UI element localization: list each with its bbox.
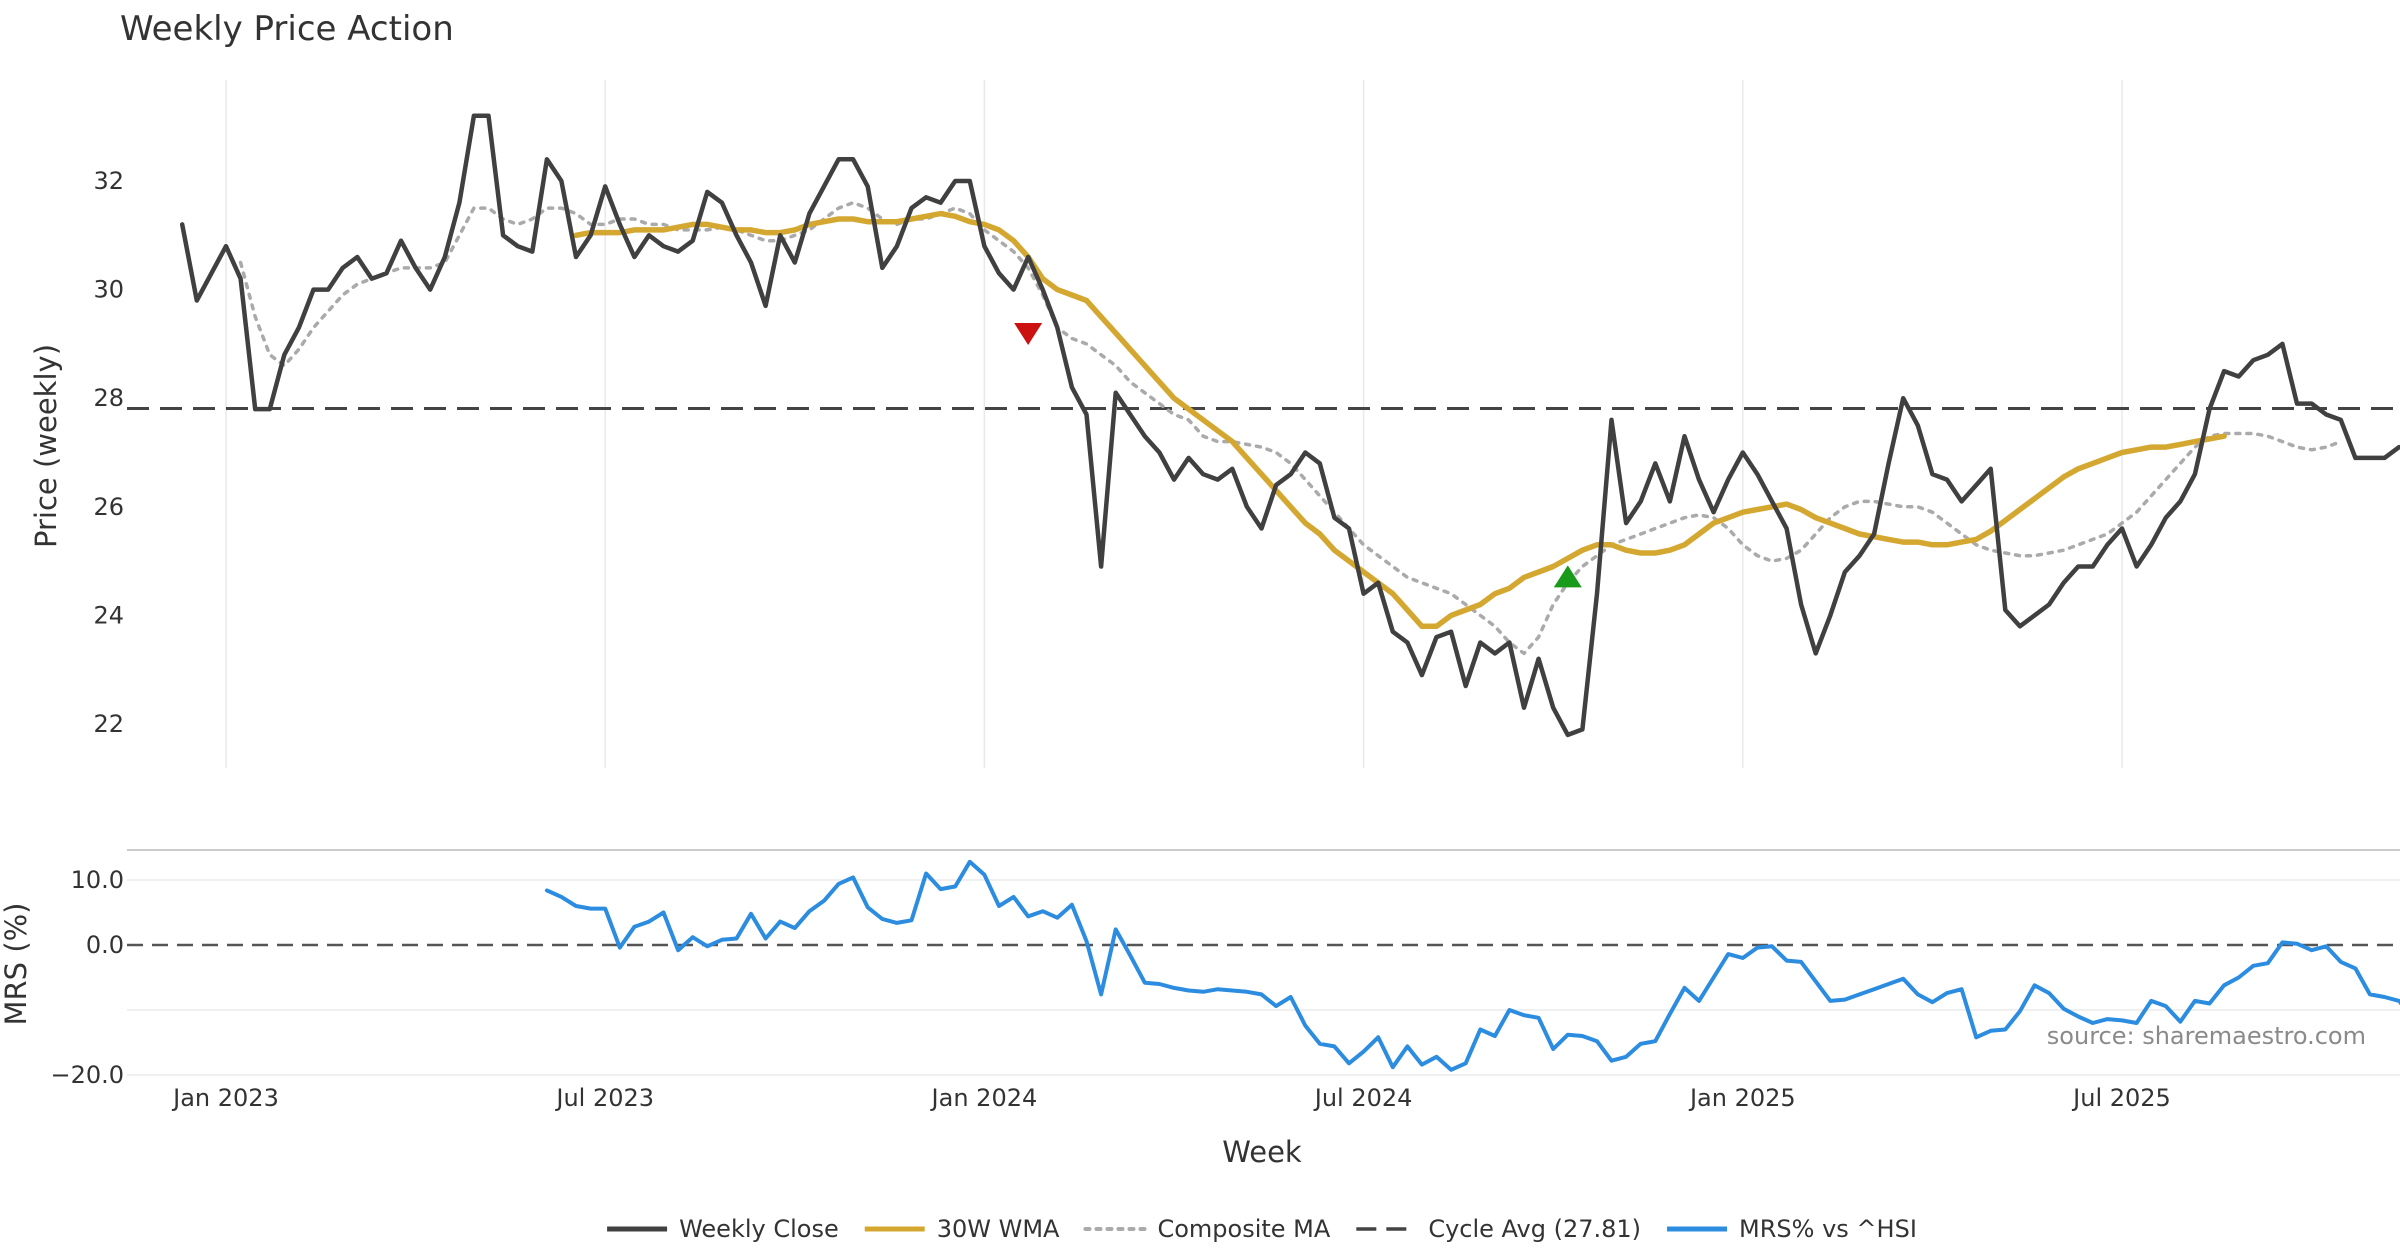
chart-title: Weekly Price Action — [120, 9, 454, 49]
buy-signal-marker — [1553, 565, 1582, 588]
price-y-tick-label: 32 — [93, 167, 124, 195]
sell-signal-marker — [1014, 323, 1043, 346]
mrs-line — [544, 859, 2400, 1072]
source-note: source: sharemaestro.com — [2047, 1022, 2366, 1050]
price-y-tick-label: 30 — [93, 276, 124, 304]
mrs-y-axis-ticks: 10.0 0.0 −20.0 — [50, 866, 124, 1089]
legend-label: MRS% vs ^HSI — [1739, 1215, 1917, 1243]
x-tick-label: Jul 2023 — [554, 1084, 654, 1112]
legend-entry: MRS% vs ^HSI — [1667, 1215, 1917, 1243]
x-axis-ticks: Jan 2023 Jul 2023 Jan 2024 Jul 2024 Jan 2025… — [171, 1084, 2171, 1112]
price-y-axis-ticks: 22 24 26 28 30 32 — [93, 167, 124, 738]
signal-layer — [1014, 323, 1582, 588]
mrs-y-tick-label: 10.0 — [71, 866, 124, 894]
mrs-y-tick-label: −20.0 — [50, 1061, 124, 1089]
weekly-close-line — [179, 113, 2400, 738]
price-gridlines — [225, 80, 2123, 768]
x-tick-label: Jan 2024 — [930, 1084, 1038, 1112]
series-layer — [179, 113, 2400, 1072]
legend-entry: Composite MA — [1083, 1215, 1331, 1243]
composite-ma-line — [238, 200, 2343, 656]
mrs-y-tick-label: 0.0 — [86, 931, 124, 959]
legend-label: Cycle Avg (27.81) — [1428, 1215, 1641, 1243]
legend-label: 30W WMA — [937, 1215, 1060, 1243]
legend-entry: Weekly Close — [607, 1215, 839, 1243]
price-y-tick-label: 22 — [93, 710, 124, 738]
x-tick-label: Jul 2025 — [2071, 1084, 2171, 1112]
legend-label: Composite MA — [1157, 1215, 1330, 1243]
legend: Weekly Close 30W WMA Composite MA Cycle Avg… — [607, 1215, 1917, 1243]
price-y-tick-label: 28 — [93, 384, 124, 412]
legend-label: Weekly Close — [679, 1215, 839, 1243]
wma-30w-line — [573, 210, 2227, 630]
price-y-tick-label: 26 — [93, 493, 124, 521]
price-y-tick-label: 24 — [93, 601, 124, 629]
price-y-axis-title: Price (weekly) — [29, 344, 63, 548]
mrs-y-axis-title: MRS (%) — [0, 903, 33, 1026]
x-tick-label: Jan 2025 — [1688, 1084, 1796, 1112]
legend-entry: Cycle Avg (27.81) — [1356, 1215, 1641, 1243]
x-tick-label: Jul 2024 — [1313, 1084, 1413, 1112]
x-tick-label: Jan 2023 — [171, 1084, 279, 1112]
legend-entry: 30W WMA — [864, 1215, 1060, 1243]
x-axis-title: Week — [1222, 1135, 1302, 1169]
